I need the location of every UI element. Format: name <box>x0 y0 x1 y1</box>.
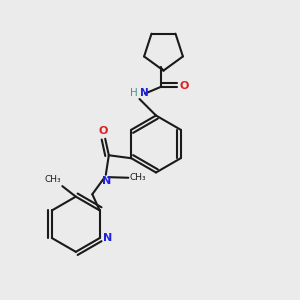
Text: CH₃: CH₃ <box>130 172 146 182</box>
Text: N: N <box>102 176 111 186</box>
Text: N: N <box>140 88 149 98</box>
Text: O: O <box>179 81 189 92</box>
Text: O: O <box>98 126 107 136</box>
Text: CH₃: CH₃ <box>44 175 61 184</box>
Text: H: H <box>130 88 138 98</box>
Text: N: N <box>103 233 112 243</box>
